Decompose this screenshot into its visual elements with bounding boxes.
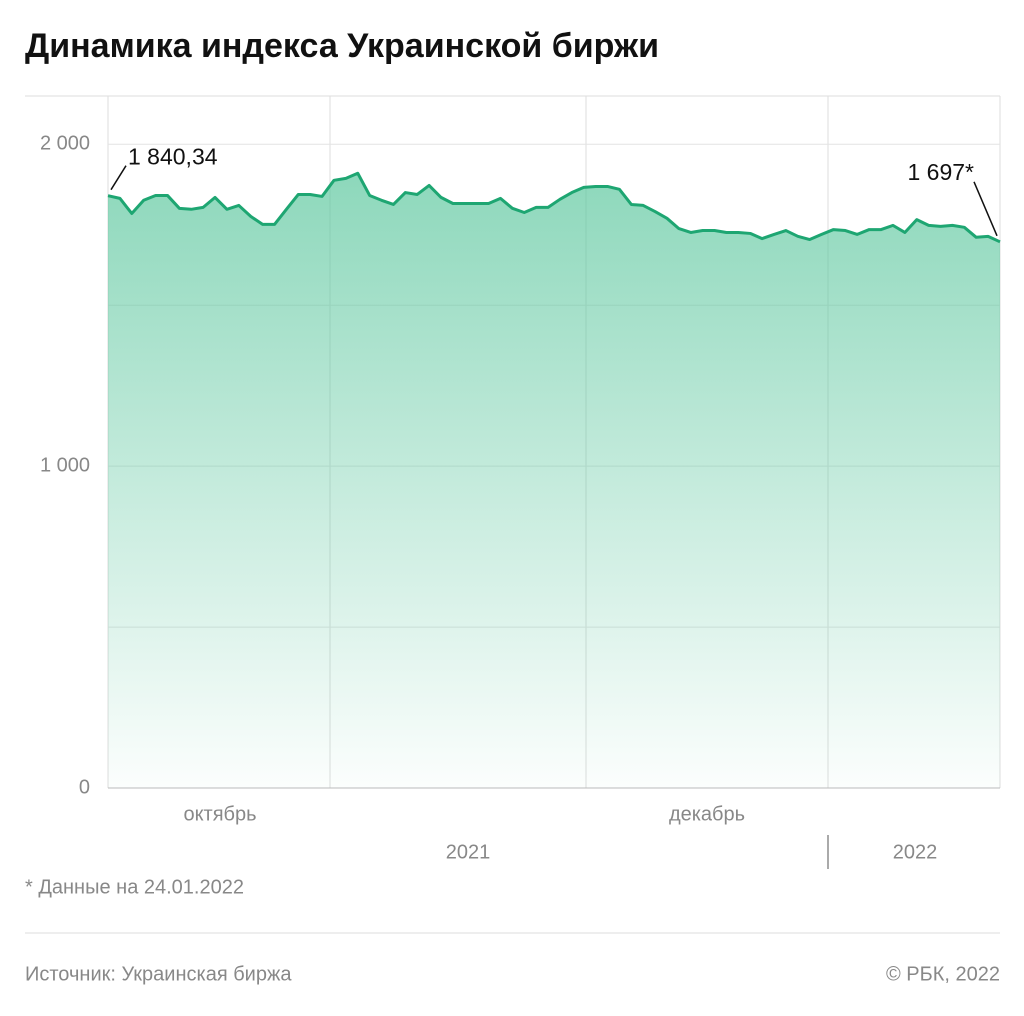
footnote: * Данные на 24.01.2022 — [25, 876, 244, 898]
annotation-line — [110, 165, 127, 191]
y-tick-label: 1 000 — [40, 454, 90, 476]
month-label: декабрь — [669, 803, 745, 825]
source: Источник: Украинская биржа — [25, 963, 292, 985]
y-tick-label: 2 000 — [40, 133, 90, 155]
annotation-line — [973, 181, 998, 237]
month-label: октябрь — [183, 803, 256, 825]
y-tick-label: 0 — [79, 776, 90, 798]
line — [107, 171, 1001, 244]
value-label: 1 697* — [907, 159, 974, 185]
chart-title: Динамика индекса Украинской биржи — [25, 27, 659, 65]
area — [108, 173, 1000, 788]
year-label: 2022 — [893, 841, 938, 863]
year-label: 2021 — [446, 841, 491, 863]
copyright: © РБК, 2022 — [886, 963, 1000, 985]
value-label: 1 840,34 — [128, 144, 218, 170]
